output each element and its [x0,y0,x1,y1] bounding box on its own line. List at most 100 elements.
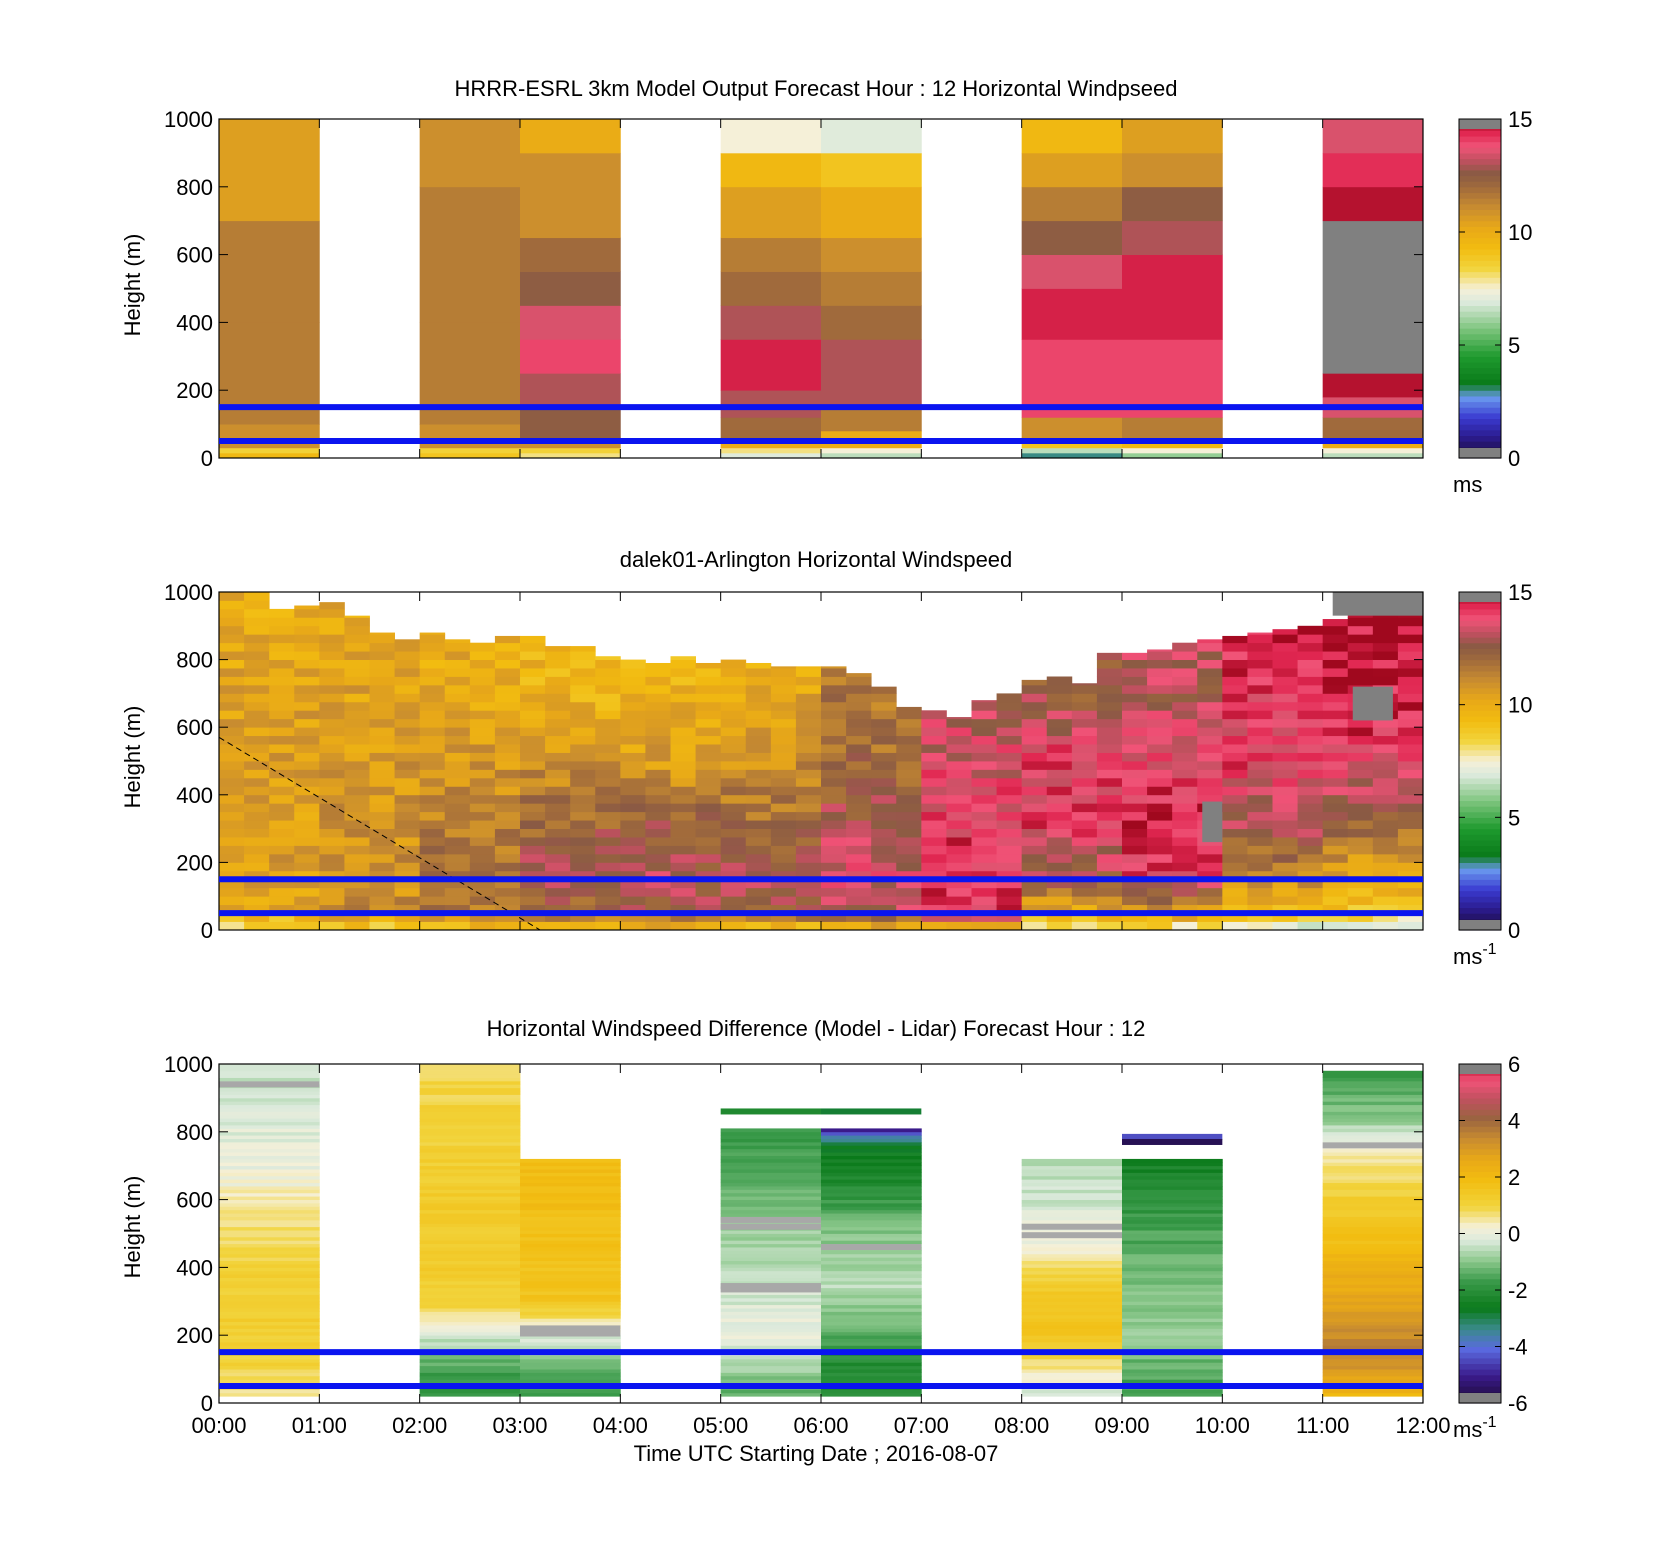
lidar-cell [745,853,772,863]
lidar-cell [770,794,797,804]
lidar-cell [294,913,320,922]
colorbar-segment [1459,738,1501,745]
difference-cell [1021,1158,1123,1163]
lidar-cell [369,828,395,838]
lidar-cell [1347,651,1374,660]
lidar-cell [971,701,997,711]
difference-cell [219,1070,320,1075]
colorbar-segment [1459,1171,1501,1178]
lidar-cell [1172,718,1198,728]
lidar-cell [1096,693,1123,703]
lidar-cell [1021,828,1048,838]
lidar-cell [695,710,722,720]
lidar-windspeed-panel: dalek01-Arlington Horizontal Windspeed H… [120,547,1532,969]
difference-cell [419,1155,521,1160]
lidar-cell [1222,693,1248,703]
lidar-cell [1046,837,1073,846]
lidar-cell [1071,837,1098,846]
difference-cell [419,1389,521,1394]
lidar-cell [344,727,370,737]
lidar-cell [846,837,872,846]
lidar-cell [1222,913,1248,922]
lidar-cell [1297,896,1324,906]
difference-cell [1322,1182,1424,1187]
lidar-cell [1297,718,1324,728]
difference-cell [720,1165,822,1170]
lidar-cell [1347,735,1374,745]
lidar-cell [219,634,245,644]
difference-cell [1122,1372,1223,1377]
difference-cell [219,1331,320,1336]
lidar-cell [570,862,596,872]
lidar-cell [394,837,421,846]
difference-cell [821,1372,922,1377]
difference-cell [520,1267,621,1272]
lidar-cell [1397,710,1424,720]
lidar-cell [745,837,772,846]
difference-cell [219,1325,320,1329]
lidar-cell [1247,676,1273,686]
lidar-cell [1147,727,1173,737]
lidar-cell [896,896,922,906]
lidar-cell [394,887,421,897]
colorbar-segment [1459,1193,1501,1201]
difference-cell [520,1355,621,1360]
difference-cell [1322,1097,1424,1102]
difference-cell [419,1379,521,1384]
lidar-cell [1322,735,1349,745]
lidar-cell [745,887,772,897]
y-tick-label: 1000 [164,107,213,132]
lidar-cell [394,786,421,796]
lidar-cell [1147,718,1173,728]
difference-cell [1122,1226,1223,1231]
colorbar-cap [1459,592,1501,602]
lidar-cell [369,701,395,711]
lidar-cell [1122,828,1148,838]
lidar-cell [695,845,722,855]
lidar-cell [1071,913,1098,922]
difference-cell [219,1128,320,1133]
difference-cell [419,1108,521,1112]
lidar-cell [695,752,722,762]
lidar-cell [1071,718,1098,728]
lidar-cell [1372,777,1399,787]
lidar-cell [1071,735,1098,745]
lidar-cell [1347,794,1374,804]
lidar-cell [846,828,872,838]
difference-cell [1122,1355,1223,1360]
lidar-cell [846,761,872,770]
lidar-cell [745,676,772,686]
difference-cell [419,1158,521,1163]
colorbar-segment [1459,209,1501,216]
lidar-cell [394,769,421,779]
lidar-cell [770,811,797,821]
lidar-cell [720,659,747,669]
lidar-cell [1122,676,1148,686]
lidar-cell [294,837,320,846]
difference-cell [1322,1070,1424,1075]
colorbar-segment [1459,856,1501,863]
lidar-cell [1247,811,1273,821]
difference-y-axis-label: Height (m) [120,1176,145,1279]
difference-cell [219,1209,320,1214]
lidar-cell [520,777,546,787]
colorbar-tick-label: 6 [1508,1052,1520,1077]
lidar-cell [494,642,521,652]
colorbar-segment [1459,1199,1501,1206]
lidar-cell [319,820,345,829]
lidar-cell [1272,896,1298,906]
lidar-cell [419,887,446,897]
colorbar-segment [1459,845,1501,852]
lidar-cell [545,744,571,753]
difference-cell [219,1162,320,1167]
colorbar-frame [1458,591,1502,931]
lidar-cell [1272,828,1298,838]
model-windspeed-panel: HRRR-ESRL 3km Model Output Forecast Hour… [120,76,1532,497]
lidar-cell [745,786,772,796]
difference-cell [1322,1101,1424,1106]
model-cell [1322,119,1424,154]
lidar-cell [695,662,722,669]
lidar-cell [1347,803,1374,813]
lidar-cell [821,693,847,703]
lidar-cell [770,668,797,677]
